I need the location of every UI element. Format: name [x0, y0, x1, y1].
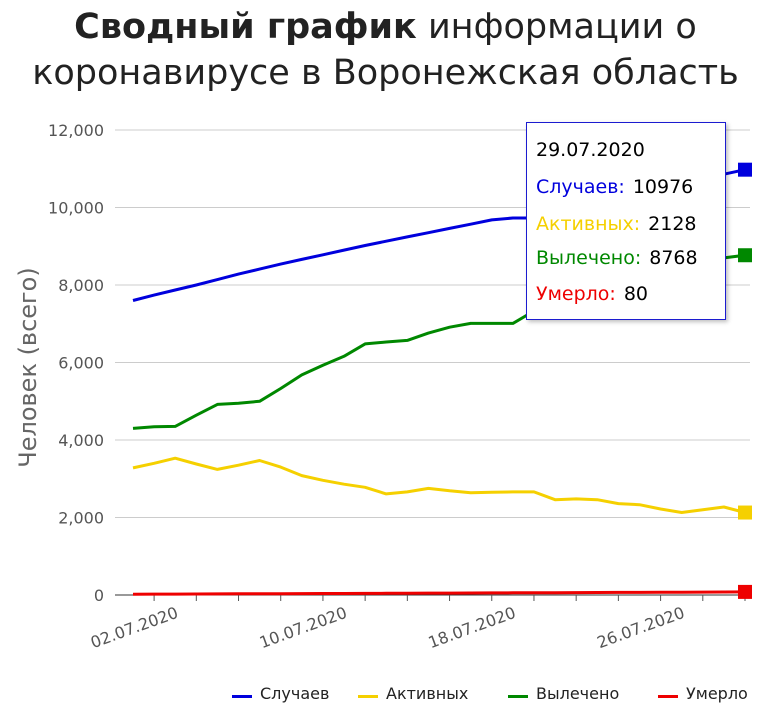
series-line [132, 456, 746, 514]
tooltip-row-recovered: Вылечено: 8768 [536, 247, 698, 269]
legend-label-recovered: Вылечено [536, 684, 620, 703]
tooltip-row-deaths: Умерло: 80 [536, 283, 648, 305]
y-tick-label: 8,000 [58, 276, 104, 295]
tooltip-date: 29.07.2020 [536, 139, 645, 161]
tooltip-label-active: Активных: [536, 213, 641, 235]
series-end-marker [738, 584, 752, 599]
tooltip-value-deaths: 80 [623, 283, 649, 305]
series-end-marker [738, 248, 752, 263]
x-tick-label: 18.07.2020 [426, 603, 519, 652]
tooltip-label-deaths: Умерло: [536, 283, 616, 305]
y-tick-label: 2,000 [58, 509, 104, 528]
legend-label-cases: Случаев [260, 684, 330, 703]
y-axis-label: Человек (всего) [14, 267, 42, 467]
tooltip-value-active: 2128 [648, 213, 697, 235]
y-tick-label: 0 [94, 586, 104, 605]
chart-tooltip: 29.07.2020 Случаев: 10976 Активных: 2128 В… [526, 122, 726, 320]
legend-label-deaths: Умерло [686, 684, 748, 703]
y-tick-label: 10,000 [48, 199, 104, 218]
x-tick-label: 10.07.2020 [257, 603, 350, 652]
tooltip-value-cases: 10976 [632, 176, 694, 198]
legend-swatch-recovered [508, 695, 528, 698]
legend-swatch-cases [232, 695, 252, 698]
y-tick-label: 12,000 [48, 121, 104, 140]
tooltip-value-recovered: 8768 [649, 247, 698, 269]
tooltip-row-active: Активных: 2128 [536, 213, 697, 235]
chart-title: Сводный график информации о коронавирусе… [0, 4, 771, 96]
series-end-marker [738, 505, 752, 520]
legend-label-active: Активных [386, 684, 469, 703]
x-tick-label: 02.07.2020 [88, 603, 181, 652]
chart-title-bold: Сводный график [74, 7, 417, 47]
y-tick-label: 6,000 [58, 354, 104, 373]
tooltip-label-cases: Случаев: [536, 176, 625, 198]
legend-swatch-deaths [658, 695, 678, 698]
legend-swatch-active [358, 695, 378, 698]
chart-title-rest: информации о коронавирусе в Воронежская … [32, 7, 739, 93]
series-line [132, 590, 746, 596]
series-end-marker [738, 162, 752, 177]
y-tick-label: 4,000 [58, 431, 104, 450]
x-tick-label: 26.07.2020 [594, 603, 687, 652]
tooltip-label-recovered: Вылечено: [536, 247, 642, 269]
tooltip-row-cases: Случаев: 10976 [536, 176, 693, 198]
